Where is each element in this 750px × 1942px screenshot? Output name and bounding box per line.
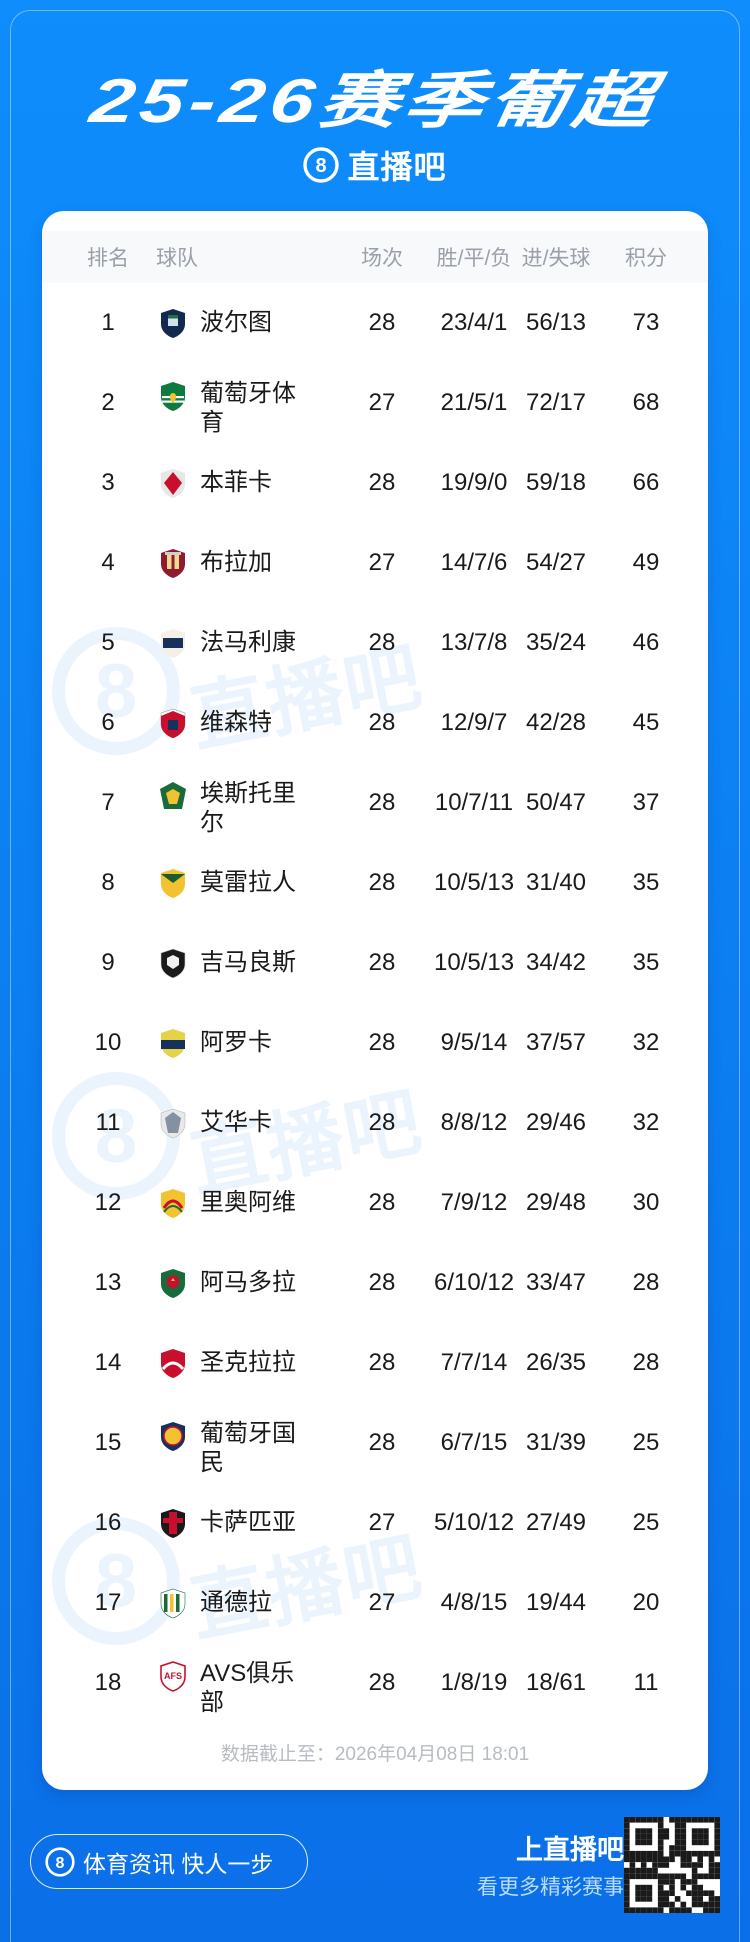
svg-text:8: 8 [56,1855,65,1872]
svg-text:8: 8 [316,155,327,177]
svg-text:AFS: AFS [164,1671,182,1681]
